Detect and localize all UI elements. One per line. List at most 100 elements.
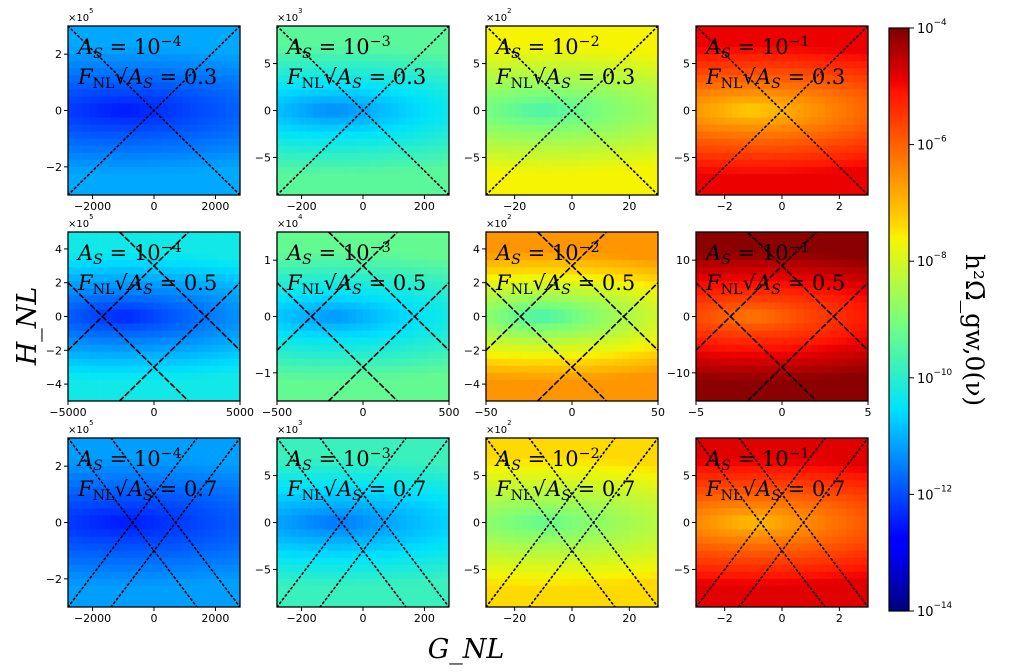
- heat-cell: [75, 54, 83, 62]
- heat-cell: [384, 386, 393, 395]
- heat-cell: [182, 54, 191, 62]
- heat-cell: [68, 131, 76, 140]
- heat-cell: [643, 379, 652, 388]
- heat-cell: [774, 138, 783, 147]
- heat-cell: [536, 274, 544, 282]
- heat-cell: [111, 152, 119, 161]
- heat-cell: [486, 145, 494, 154]
- heat-cell: [175, 386, 184, 395]
- heat-cell: [586, 316, 595, 325]
- heat-cell: [327, 260, 335, 268]
- heat-cell: [507, 323, 516, 332]
- heat-cell: [774, 267, 783, 275]
- heat-cell: [305, 379, 314, 388]
- heat-cell: [154, 281, 162, 289]
- heat-cell: [182, 159, 191, 168]
- heat-cell: [796, 267, 805, 275]
- heat-cell: [507, 253, 516, 261]
- heat-cell: [615, 40, 623, 48]
- x-tick-label: 0: [569, 200, 576, 213]
- heat-cell: [803, 330, 812, 339]
- heat-cell: [103, 438, 112, 446]
- heat-cell: [853, 117, 862, 126]
- heat-cell: [507, 124, 516, 133]
- heat-cell: [839, 267, 848, 275]
- heat-cell: [825, 33, 833, 41]
- heat-cell: [434, 309, 443, 318]
- heat-cell: [586, 246, 595, 254]
- heat-cell: [312, 89, 321, 98]
- heat-cell: [118, 515, 126, 524]
- heat-cell: [211, 274, 220, 282]
- heat-cell: [168, 288, 177, 296]
- heat-cell: [312, 358, 321, 367]
- heat-cell: [832, 110, 840, 119]
- heat-cell: [370, 180, 378, 189]
- heat-cell: [377, 110, 386, 119]
- heat-cell: [406, 295, 414, 304]
- heat-cell: [384, 166, 393, 175]
- heat-cell: [132, 124, 141, 133]
- heat-cell: [118, 351, 126, 360]
- heat-cell: [493, 117, 501, 126]
- heat-cell: [161, 187, 169, 195]
- heat-cell: [146, 68, 155, 76]
- heat-cell: [832, 47, 840, 55]
- heat-cell: [427, 344, 436, 353]
- heat-cell: [420, 152, 429, 161]
- heat-cell: [291, 316, 300, 325]
- heat-cell: [774, 187, 783, 195]
- heat-cell: [817, 96, 826, 105]
- heat-cell: [600, 281, 609, 289]
- heat-cell: [111, 445, 119, 453]
- heat-cell: [796, 187, 805, 195]
- heat-cell: [391, 180, 400, 189]
- heat-cell: [767, 68, 776, 76]
- heat-cell: [384, 145, 393, 154]
- heat-cell: [514, 267, 523, 275]
- heat-cell: [622, 75, 630, 83]
- heat-cell: [703, 40, 711, 48]
- heat-cell: [132, 145, 141, 154]
- heat-cell: [334, 40, 343, 48]
- heat-cell: [746, 246, 754, 254]
- heat-cell: [514, 323, 523, 332]
- heat-cell: [441, 138, 449, 147]
- heat-cell: [579, 117, 587, 126]
- heat-cell: [696, 267, 704, 275]
- heat-cell: [277, 344, 285, 353]
- heat-cell: [218, 117, 227, 126]
- heat-cell: [168, 82, 177, 90]
- heat-cell: [514, 75, 523, 83]
- heat-cell: [355, 253, 364, 261]
- heat-cell: [125, 445, 134, 453]
- heat-cell: [189, 75, 198, 83]
- heat-cell: [175, 393, 184, 401]
- heat-cell: [853, 309, 862, 318]
- heat-cell: [731, 40, 740, 48]
- heat-cell: [204, 365, 212, 374]
- heat-cell: [615, 131, 623, 140]
- heat-cell: [175, 110, 184, 119]
- heat-cell: [146, 152, 155, 161]
- heat-cell: [746, 124, 754, 133]
- heat-cell: [175, 166, 184, 175]
- heat-cell: [334, 281, 343, 289]
- heat-cell: [154, 260, 162, 268]
- heat-cell: [529, 124, 537, 133]
- heat-cell: [839, 302, 848, 311]
- heat-cell: [607, 96, 616, 105]
- heat-cell: [825, 281, 833, 289]
- heat-cell: [298, 330, 307, 339]
- heat-cell: [860, 288, 868, 296]
- heat-cell: [168, 152, 177, 161]
- heat-cell: [586, 330, 595, 339]
- heat-cell: [111, 288, 119, 296]
- heat-cell: [355, 47, 364, 55]
- heat-cell: [774, 152, 783, 161]
- heat-cell: [320, 159, 328, 168]
- heat-cell: [615, 253, 623, 261]
- heat-cell: [291, 379, 300, 388]
- heat-cell: [724, 187, 733, 195]
- heat-cell: [810, 351, 819, 360]
